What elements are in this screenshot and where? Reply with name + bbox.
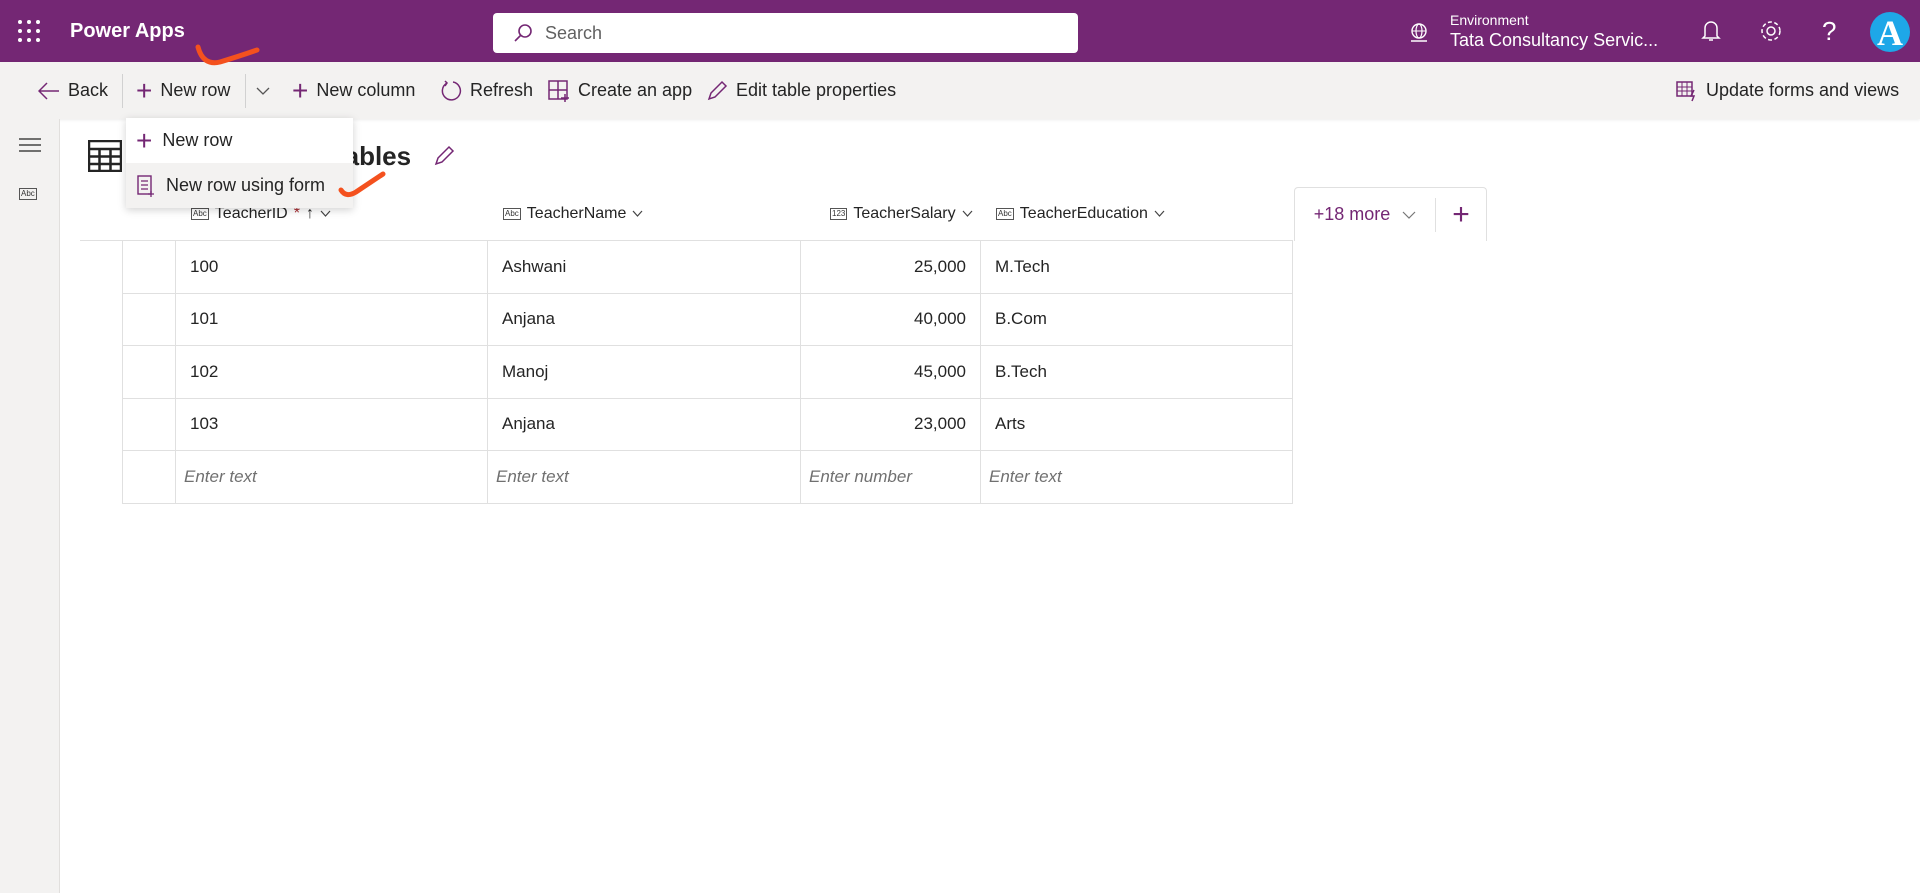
chevron-down-icon — [632, 210, 643, 217]
more-columns-area: +18 more + — [1294, 187, 1487, 241]
search-icon — [514, 24, 532, 42]
create-app-button[interactable]: Create an app — [548, 62, 692, 119]
divider — [122, 74, 123, 108]
new-row-input[interactable]: Enter text — [487, 451, 800, 504]
pencil-icon — [707, 80, 728, 100]
divider — [80, 240, 1293, 241]
column-type-icon: Abc — [996, 208, 1014, 220]
table-cell[interactable]: 103 — [175, 398, 487, 451]
row-selector[interactable] — [122, 293, 175, 346]
chevron-down-icon — [962, 210, 973, 217]
table-cell[interactable]: Ashwani — [487, 241, 800, 294]
table-icon — [88, 140, 122, 172]
row-selector[interactable] — [122, 346, 175, 399]
app-launcher-icon[interactable] — [18, 20, 40, 42]
settings-gear-icon[interactable] — [1758, 18, 1784, 44]
new-row-input[interactable]: Enter text — [175, 451, 487, 504]
column-type-icon: Abc — [191, 208, 209, 220]
column-header-teachereducation[interactable]: Abc TeacherEducation — [996, 187, 1165, 241]
table-cell[interactable]: 45,000 — [800, 346, 980, 399]
refresh-icon — [441, 79, 462, 101]
back-button[interactable]: Back — [38, 62, 108, 119]
left-sidebar: Abc — [0, 119, 60, 893]
chevron-down-icon — [1154, 210, 1165, 217]
search-input[interactable]: Search — [493, 13, 1078, 53]
add-column-button[interactable]: + — [1452, 197, 1470, 231]
edit-title-pencil-icon[interactable] — [433, 145, 455, 167]
refresh-button[interactable]: Refresh — [440, 62, 533, 119]
table-lightning-icon — [1676, 80, 1696, 101]
table-cell[interactable]: M.Tech — [980, 241, 1293, 294]
column-type-icon: 123 — [830, 208, 848, 220]
avatar[interactable]: A — [1870, 12, 1910, 53]
column-header-teachername[interactable]: Abc TeacherName — [503, 187, 643, 241]
new-row-dropdown-chevron[interactable] — [256, 62, 270, 119]
table-cell[interactable]: 23,000 — [800, 398, 980, 451]
create-app-icon — [548, 79, 569, 102]
notification-bell-icon[interactable] — [1700, 18, 1722, 44]
abc-column-icon[interactable]: Abc — [19, 188, 37, 200]
arrow-left-icon — [38, 81, 59, 100]
chevron-down-icon — [256, 87, 270, 95]
table-cell[interactable]: 100 — [175, 241, 487, 294]
plus-icon: + — [136, 74, 153, 106]
new-column-button[interactable]: + New column — [292, 74, 416, 106]
new-row-button[interactable]: + New row — [136, 74, 231, 106]
environment-selector[interactable]: Tata Consultancy Servic... — [1450, 30, 1659, 50]
environment-globe-icon[interactable] — [1408, 22, 1430, 44]
divider — [245, 74, 246, 108]
table-cell[interactable]: 40,000 — [800, 293, 980, 346]
environment-label: Environment — [1450, 12, 1529, 28]
table-cell[interactable]: B.Tech — [980, 346, 1293, 399]
column-header-teachersalary[interactable]: 123 TeacherSalary — [830, 187, 973, 241]
row-selector[interactable] — [122, 451, 175, 504]
annotation-mark — [195, 44, 260, 66]
new-row-dropdown-menu: + New row New row using form — [126, 118, 353, 208]
top-bar: Power Apps Search Environment Tata Consu… — [0, 0, 1920, 62]
update-forms-views-button[interactable]: Update forms and views — [1676, 62, 1899, 119]
table-cell[interactable]: 102 — [175, 346, 487, 399]
plus-icon: + — [136, 124, 153, 156]
table-cell[interactable]: 101 — [175, 293, 487, 346]
plus-icon: + — [292, 74, 309, 106]
table-cell[interactable]: Manoj — [487, 346, 800, 399]
help-icon[interactable]: ? — [1822, 16, 1837, 46]
table-cell[interactable]: Anjana — [487, 293, 800, 346]
table-cell[interactable]: Anjana — [487, 398, 800, 451]
column-type-icon: Abc — [503, 208, 521, 220]
chevron-down-icon — [1402, 211, 1416, 219]
hamburger-menu-icon[interactable] — [19, 137, 41, 153]
menu-item-new-row-using-form[interactable]: New row using form — [126, 163, 353, 208]
sort-ascending-icon: ↑ — [305, 205, 314, 222]
app-name[interactable]: Power Apps — [70, 20, 185, 42]
table-cell[interactable]: 25,000 — [800, 241, 980, 294]
column-header-teacherid[interactable]: Abc TeacherID * ↑ — [191, 187, 331, 241]
annotation-mark — [338, 171, 386, 198]
table-cell[interactable]: B.Com — [980, 293, 1293, 346]
menu-item-new-row[interactable]: + New row — [136, 124, 233, 156]
table-cell[interactable]: Arts — [980, 398, 1293, 451]
new-row-input[interactable]: Enter number — [800, 451, 980, 504]
new-row-input[interactable]: Enter text — [980, 451, 1293, 504]
row-selector[interactable] — [122, 398, 175, 451]
row-selector[interactable] — [122, 241, 175, 294]
edit-table-properties-button[interactable]: Edit table properties — [706, 62, 896, 119]
chevron-down-icon — [320, 210, 331, 217]
form-icon — [137, 174, 154, 197]
command-bar: Back + New row + New column Refresh Crea… — [0, 62, 1920, 119]
more-columns-button[interactable]: +18 more — [1295, 197, 1436, 232]
